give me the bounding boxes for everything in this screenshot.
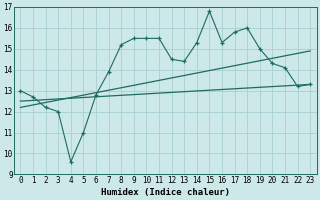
X-axis label: Humidex (Indice chaleur): Humidex (Indice chaleur) [101,188,230,197]
